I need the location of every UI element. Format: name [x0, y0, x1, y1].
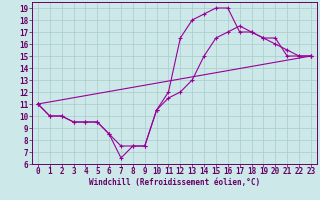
X-axis label: Windchill (Refroidissement éolien,°C): Windchill (Refroidissement éolien,°C): [89, 178, 260, 187]
